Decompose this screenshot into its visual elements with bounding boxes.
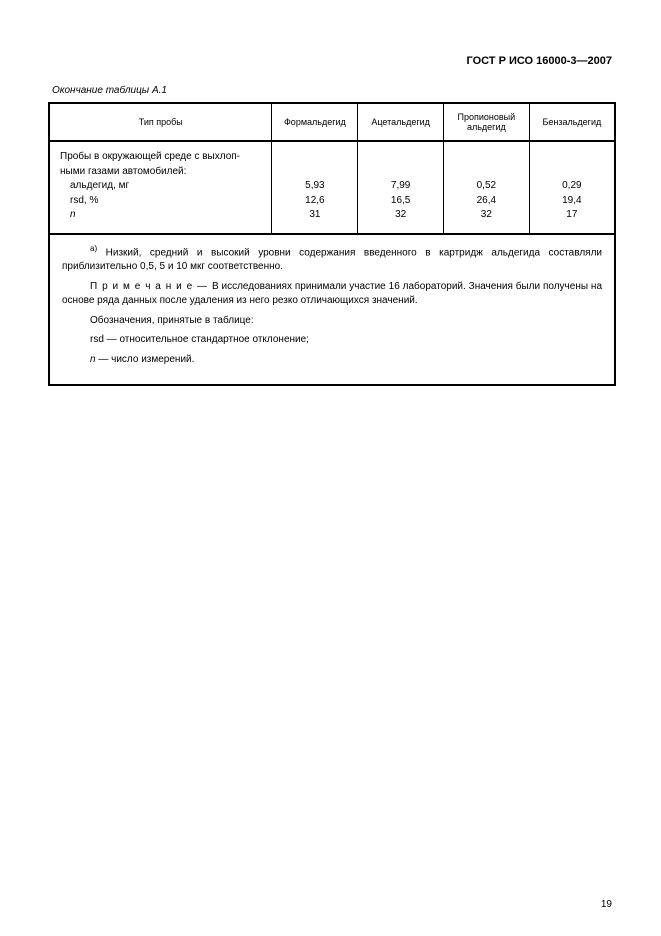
row-label-aldehyde: альдегид, мг [60,179,265,194]
document-title: ГОСТ Р ИСО 16000-3—2007 [48,55,616,67]
legend-rsd: rsd — относительное стандартное отклонен… [62,333,602,348]
page-number: 19 [601,899,612,910]
col-header-propionaldehyde: Пропионовый альдегид [444,103,530,141]
val-prop-rsd: 26,4 [477,195,496,206]
row-label-rsd: rsd, % [60,194,265,209]
val-benz-n: 17 [566,209,577,220]
val-acet-rsd: 16,5 [391,195,410,206]
data-table: Тип пробы Формальдегид Ацетальдегид Проп… [48,102,616,235]
val-prop-n: 32 [481,209,492,220]
col-header-formaldehyde: Формальдегид [272,103,358,141]
val-acet-aldehyde: 7,99 [391,180,410,191]
val-acet-n: 32 [395,209,406,220]
cell-benzaldehyde: 0,29 19,4 17 [529,141,615,234]
footnote-a: а) Низкий, средний и высокий уровни соде… [62,243,602,275]
sample-heading-l2: ными газами автомобилей: [60,165,265,180]
legend-heading: Обозначения, принятые в таблице: [62,314,602,329]
val-prop-aldehyde: 0,52 [477,180,496,191]
note-main: П р и м е ч а н и е — В исследованиях пр… [62,280,602,309]
col-header-benzaldehyde: Бензальдегид [529,103,615,141]
legend-n: n — число измерений. [62,353,602,368]
cell-propionaldehyde: 0,52 26,4 32 [444,141,530,234]
cell-formaldehyde: 5,93 12,6 31 [272,141,358,234]
table-notes: а) Низкий, средний и высокий уровни соде… [48,235,616,387]
col-header-type: Тип пробы [49,103,272,141]
val-form-aldehyde: 5,93 [305,180,324,191]
cell-acetaldehyde: 7,99 16,5 32 [358,141,444,234]
table-row: Пробы в окружающей среде с выхлоп- ными … [49,141,615,234]
val-form-rsd: 12,6 [305,195,324,206]
row-label-n: n [60,208,265,223]
sample-heading-l1: Пробы в окружающей среде с выхлоп- [60,150,265,165]
val-benz-aldehyde: 0,29 [562,180,581,191]
col-header-acetaldehyde: Ацетальдегид [358,103,444,141]
cell-sample-type: Пробы в окружающей среде с выхлоп- ными … [49,141,272,234]
table-caption: Окончание таблицы А.1 [48,85,616,96]
val-form-n: 31 [309,209,320,220]
val-benz-rsd: 19,4 [562,195,581,206]
